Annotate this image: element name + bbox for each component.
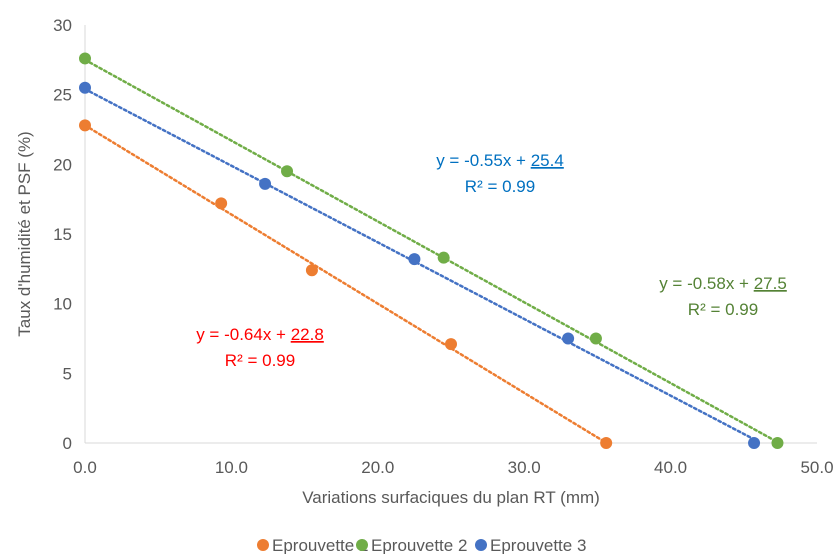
- x-tick-labels: 0.0 10.0 20.0 30.0 40.0 50.0: [73, 458, 833, 477]
- y-tick-label: 25: [53, 86, 72, 105]
- equation-intercept: 25.4: [531, 151, 564, 170]
- equation-eprouvette-3: y = -0.55x + 25.4: [436, 151, 564, 170]
- data-point-eprouvette-2: [438, 252, 450, 264]
- legend: Eprouvette 1 Eprouvette 2 Eprouvette 3: [257, 536, 586, 554]
- x-tick-label: 50.0: [800, 458, 833, 477]
- x-tick-label: 20.0: [361, 458, 394, 477]
- annotation-eprouvette-2: y = -0.58x + 27.5 R² = 0.99: [659, 274, 787, 319]
- equation-prefix: y = -0.58x +: [659, 274, 754, 293]
- y-tick-label: 15: [53, 225, 72, 244]
- equation-eprouvette-2: y = -0.58x + 27.5: [659, 274, 787, 293]
- trendline-eprouvette-2: [85, 60, 777, 442]
- r2-eprouvette-1: R² = 0.99: [225, 351, 295, 370]
- equation-eprouvette-1: y = -0.64x + 22.8: [196, 325, 324, 344]
- data-point-eprouvette-3: [79, 82, 91, 94]
- data-point-eprouvette-1: [79, 119, 91, 131]
- trendlines: [85, 60, 777, 443]
- y-tick-label: 20: [53, 155, 72, 174]
- r2-eprouvette-3: R² = 0.99: [465, 177, 535, 196]
- annotation-eprouvette-3: y = -0.55x + 25.4 R² = 0.99: [436, 151, 564, 196]
- legend-marker-eprouvette-2: [356, 539, 368, 551]
- trendline-eprouvette-1: [85, 125, 606, 442]
- data-point-eprouvette-2: [771, 437, 783, 449]
- legend-marker-eprouvette-3: [475, 539, 487, 551]
- data-point-eprouvette-1: [600, 437, 612, 449]
- data-point-eprouvette-3: [259, 178, 271, 190]
- x-tick-label: 0.0: [73, 458, 97, 477]
- r2-eprouvette-2: R² = 0.99: [688, 300, 758, 319]
- equation-intercept: 27.5: [754, 274, 787, 293]
- equation-prefix: y = -0.55x +: [436, 151, 531, 170]
- data-point-eprouvette-2: [590, 333, 602, 345]
- data-point-eprouvette-3: [408, 253, 420, 265]
- x-tick-label: 40.0: [654, 458, 687, 477]
- data-point-eprouvette-2: [79, 52, 91, 64]
- data-point-eprouvette-2: [281, 165, 293, 177]
- y-tick-label: 0: [63, 434, 72, 453]
- y-tick-label: 5: [63, 364, 72, 383]
- data-point-eprouvette-3: [748, 437, 760, 449]
- x-axis-title: Variations surfaciques du plan RT (mm): [302, 488, 600, 507]
- legend-marker-eprouvette-1: [257, 539, 269, 551]
- legend-label-eprouvette-1: Eprouvette 1: [272, 536, 368, 554]
- equation-intercept: 22.8: [291, 325, 324, 344]
- data-point-eprouvette-1: [445, 338, 457, 350]
- y-tick-label: 30: [53, 16, 72, 35]
- trendline-eprouvette-3: [85, 89, 754, 439]
- y-tick-labels: 0 5 10 15 20 25 30: [53, 16, 72, 453]
- x-tick-label: 30.0: [508, 458, 541, 477]
- y-axis-title: Taux d'humidité et PSF (%): [15, 131, 34, 336]
- data-point-eprouvette-3: [562, 333, 574, 345]
- annotation-eprouvette-1: y = -0.64x + 22.8 R² = 0.99: [196, 325, 324, 370]
- legend-label-eprouvette-3: Eprouvette 3: [490, 536, 586, 554]
- y-tick-label: 10: [53, 295, 72, 314]
- legend-label-eprouvette-2: Eprouvette 2: [371, 536, 467, 554]
- equation-prefix: y = -0.64x +: [196, 325, 291, 344]
- data-point-eprouvette-1: [306, 264, 318, 276]
- x-tick-label: 10.0: [215, 458, 248, 477]
- data-point-eprouvette-1: [215, 197, 227, 209]
